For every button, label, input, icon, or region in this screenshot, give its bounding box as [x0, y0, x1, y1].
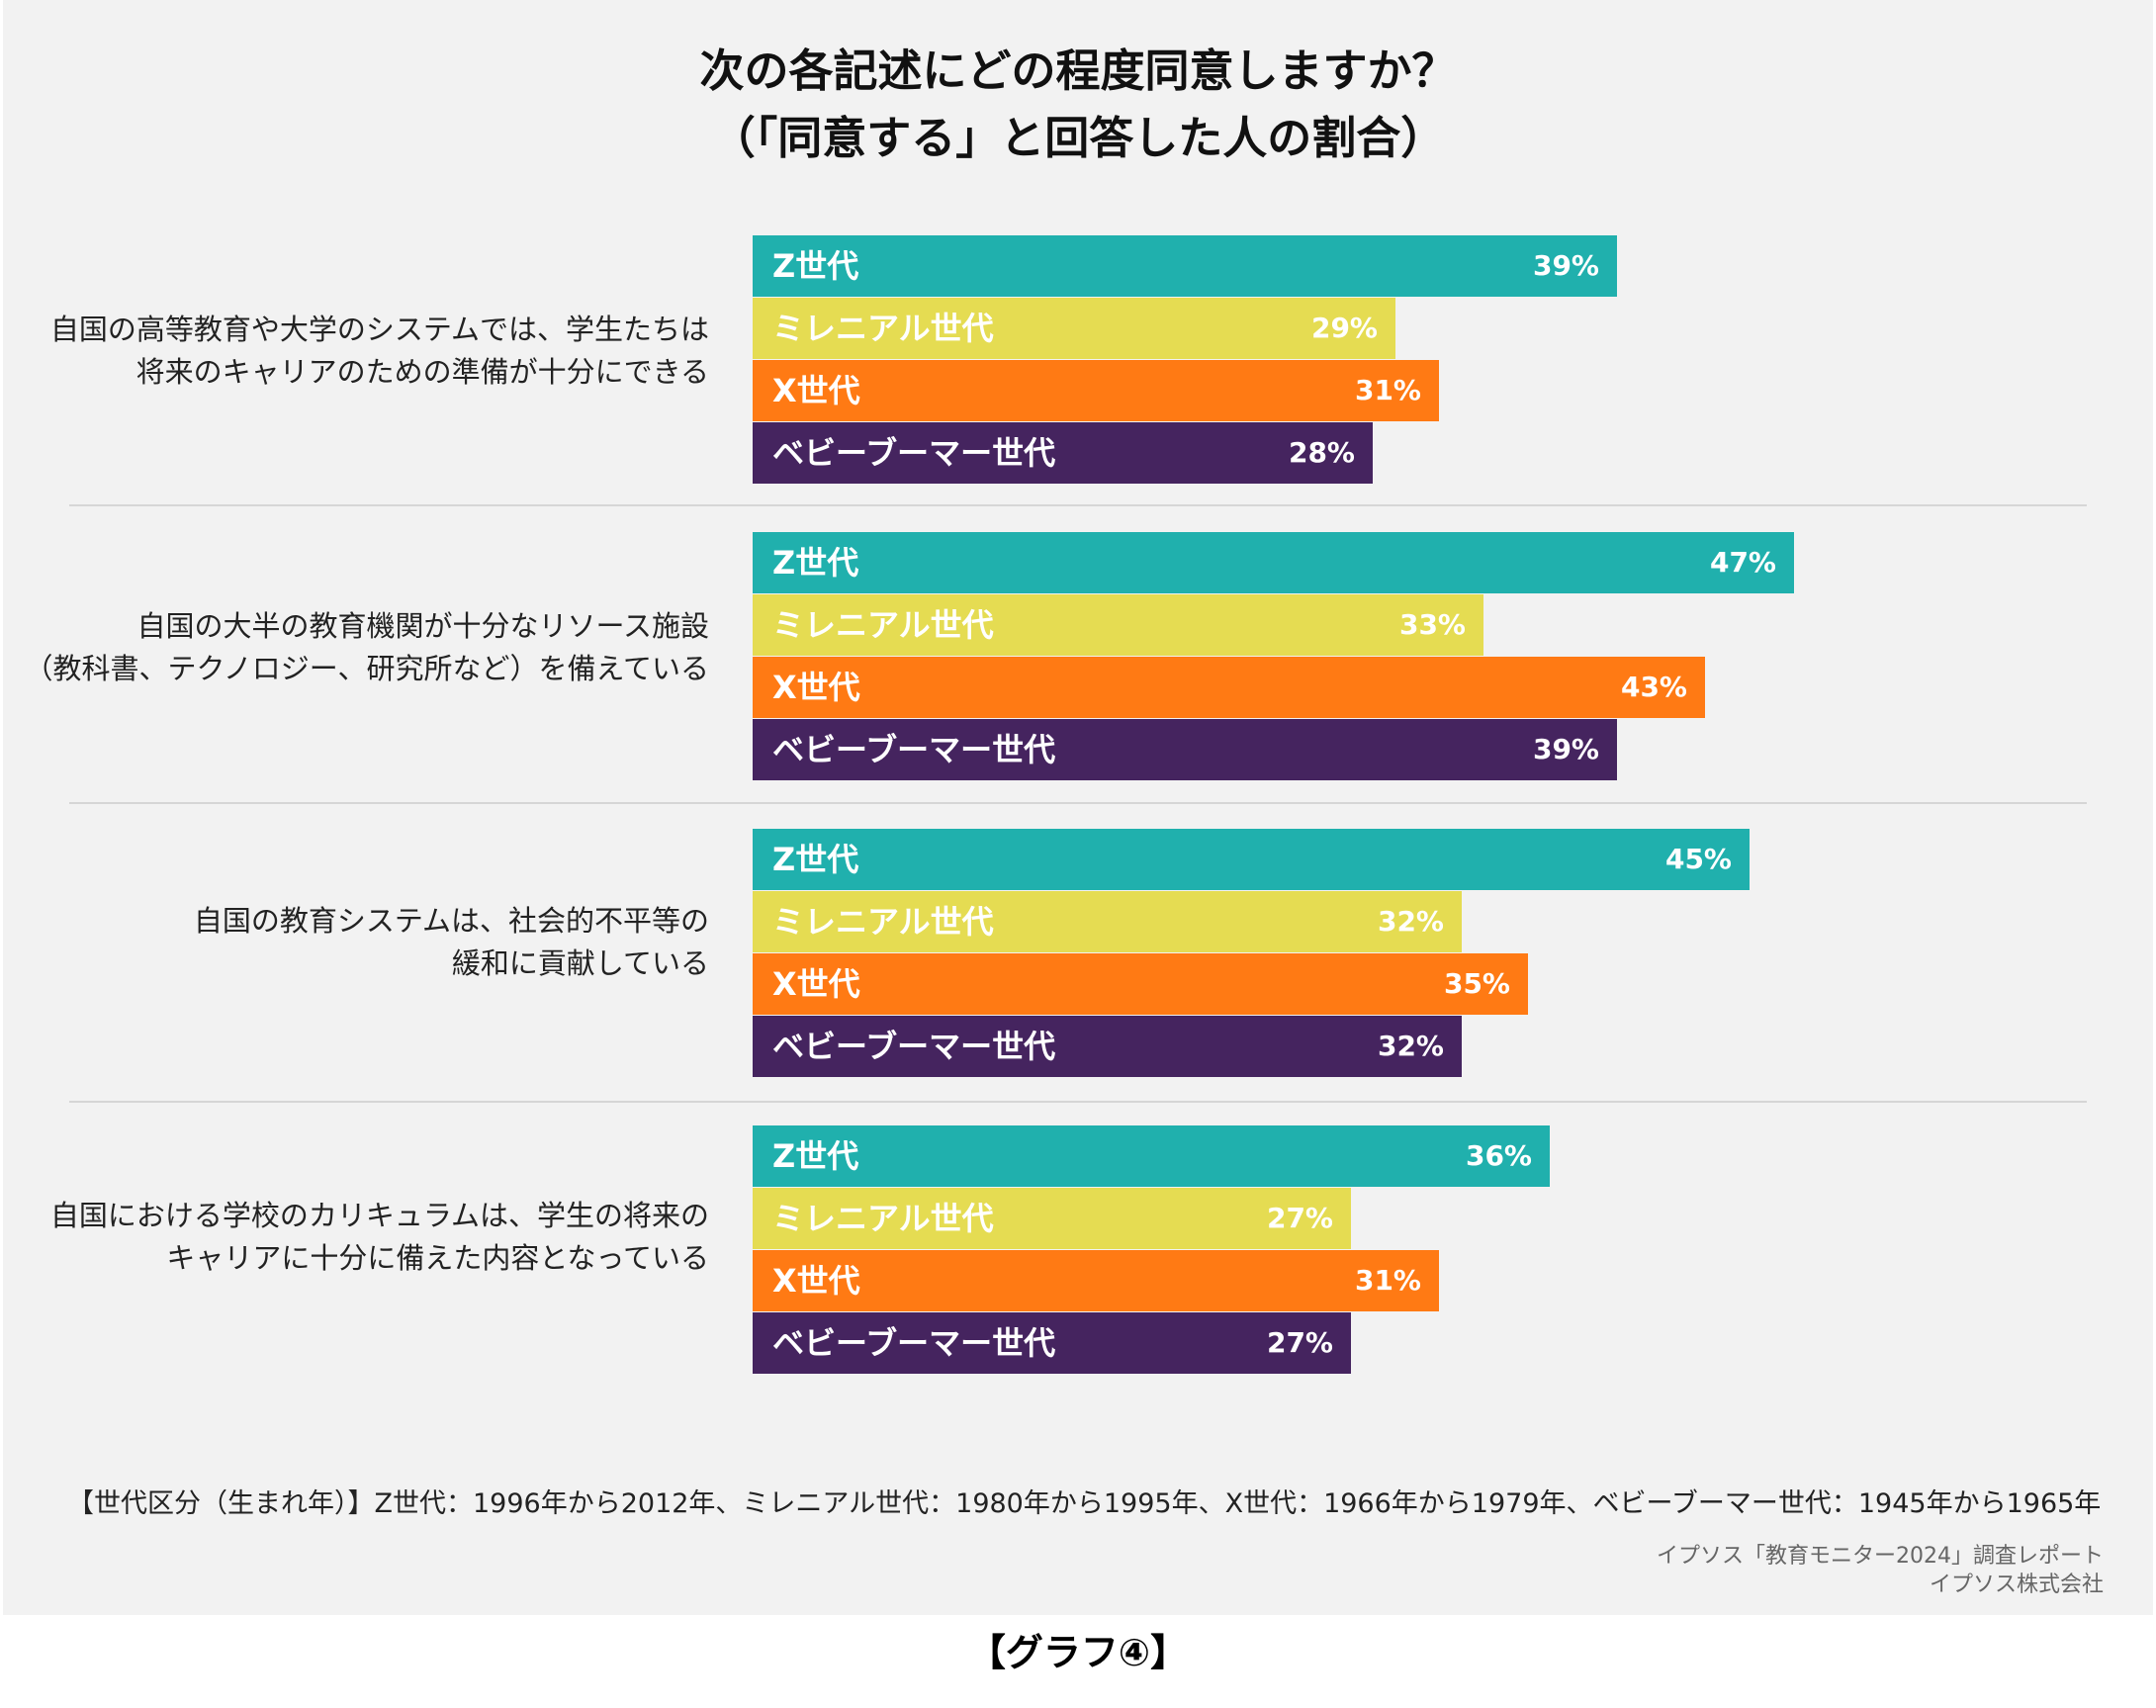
- question-label: 自国の大半の教育機関が十分なリソース施設 （教科書、テクノロジー、研究所など）を備…: [0, 605, 709, 690]
- chart-subtitle: （「同意する」と回答した人の割合）: [3, 109, 2153, 168]
- series-label: X世代: [772, 953, 860, 1015]
- bar-gen-z: Z世代 39%: [753, 235, 1617, 297]
- graph-caption: 【グラフ④】: [0, 1622, 2156, 1676]
- question-label-line: 自国の大半の教育機関が十分なリソース施設: [0, 605, 709, 648]
- series-label: ベビーブーマー世代: [772, 719, 1055, 780]
- bar-millennial: ミレニアル世代 29%: [753, 298, 1395, 359]
- value-label: 39%: [1533, 719, 1599, 780]
- bar-gen-z: Z世代 47%: [753, 532, 1794, 593]
- bar-gen-x: X世代 35%: [753, 953, 1528, 1015]
- bar-gen-z: Z世代 45%: [753, 829, 1750, 890]
- group-divider: [69, 802, 2087, 804]
- bar-boomer: ベビーブーマー世代 28%: [753, 422, 1373, 484]
- value-label: 29%: [1311, 298, 1378, 359]
- bar-boomer: ベビーブーマー世代 27%: [753, 1312, 1351, 1374]
- series-label: ベビーブーマー世代: [772, 422, 1055, 484]
- bar-gen-x: X世代 31%: [753, 360, 1439, 421]
- question-label: 自国における学校のカリキュラムは、学生の将来の キャリアに十分に備えた内容となって…: [0, 1195, 709, 1280]
- bar-gen-z: Z世代 36%: [753, 1125, 1550, 1187]
- value-label: 31%: [1355, 1250, 1421, 1311]
- series-label: Z世代: [772, 532, 858, 593]
- bar-boomer: ベビーブーマー世代 39%: [753, 719, 1617, 780]
- value-label: 45%: [1665, 829, 1732, 890]
- value-label: 32%: [1378, 1016, 1444, 1077]
- series-label: ミレニアル世代: [772, 298, 994, 359]
- series-label: ミレニアル世代: [772, 1188, 994, 1249]
- bar-millennial: ミレニアル世代 32%: [753, 891, 1462, 952]
- value-label: 27%: [1267, 1312, 1333, 1374]
- value-label: 47%: [1710, 532, 1776, 593]
- value-label: 33%: [1399, 594, 1466, 656]
- value-label: 31%: [1355, 360, 1421, 421]
- chart-panel: 次の各記述にどの程度同意しますか？ （「同意する」と回答した人の割合） 自国の高…: [3, 0, 2153, 1615]
- generation-footnote: 【世代区分（生まれ年）】Z世代：1996年から2012年、ミレニアル世代：198…: [67, 1482, 2101, 1520]
- question-label-line: 将来のキャリアのための準備が十分にできる: [0, 351, 709, 394]
- bar-gen-x: X世代 31%: [753, 1250, 1439, 1311]
- question-label-line: 自国の教育システムは、社会的不平等の: [0, 900, 709, 943]
- series-label: ベビーブーマー世代: [772, 1312, 1055, 1374]
- series-label: Z世代: [772, 1125, 858, 1187]
- question-label: 自国の高等教育や大学のシステムでは、学生たちは 将来のキャリアのための準備が十分に…: [0, 309, 709, 394]
- group-divider: [69, 1101, 2087, 1103]
- question-label-line: キャリアに十分に備えた内容となっている: [0, 1237, 709, 1280]
- question-label: 自国の教育システムは、社会的不平等の 緩和に貢献している: [0, 900, 709, 985]
- question-label-line: 自国における学校のカリキュラムは、学生の将来の: [0, 1195, 709, 1237]
- bar-millennial: ミレニアル世代 33%: [753, 594, 1483, 656]
- source-line: イプソス「教育モニター2024」調査レポート: [1657, 1538, 2104, 1570]
- question-label-line: （教科書、テクノロジー、研究所など）を備えている: [0, 648, 709, 690]
- value-label: 32%: [1378, 891, 1444, 952]
- series-label: ベビーブーマー世代: [772, 1016, 1055, 1077]
- series-label: X世代: [772, 1250, 860, 1311]
- series-label: Z世代: [772, 235, 858, 297]
- value-label: 27%: [1267, 1188, 1333, 1249]
- series-label: ミレニアル世代: [772, 594, 994, 656]
- series-label: X世代: [772, 360, 860, 421]
- group-divider: [69, 504, 2087, 506]
- value-label: 36%: [1466, 1125, 1532, 1187]
- source-company: イプソス株式会社: [1930, 1567, 2104, 1598]
- question-label-line: 緩和に貢献している: [0, 943, 709, 985]
- value-label: 43%: [1621, 657, 1687, 718]
- chart-title: 次の各記述にどの程度同意しますか？: [3, 42, 2153, 101]
- series-label: ミレニアル世代: [772, 891, 994, 952]
- bar-millennial: ミレニアル世代 27%: [753, 1188, 1351, 1249]
- series-label: Z世代: [772, 829, 858, 890]
- question-label-line: 自国の高等教育や大学のシステムでは、学生たちは: [0, 309, 709, 351]
- series-label: X世代: [772, 657, 860, 718]
- bar-boomer: ベビーブーマー世代 32%: [753, 1016, 1462, 1077]
- value-label: 28%: [1289, 422, 1355, 484]
- value-label: 35%: [1444, 953, 1510, 1015]
- value-label: 39%: [1533, 235, 1599, 297]
- bar-gen-x: X世代 43%: [753, 657, 1705, 718]
